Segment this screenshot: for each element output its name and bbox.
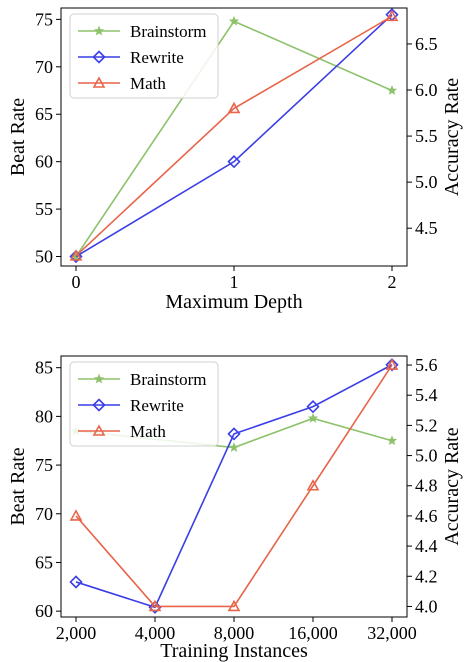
legend-label: Math (130, 422, 166, 441)
y-left-tick-label: 55 (35, 199, 53, 219)
y-right-tick-label: 6.0 (415, 80, 438, 100)
y-left-axis-label: Beat Rate (7, 98, 29, 176)
y-right-tick-label: 5.5 (415, 126, 438, 146)
y-right-tick-label: 5.0 (415, 446, 438, 466)
x-tick-label: 8,000 (214, 623, 255, 643)
y-right-tick-label: 4.4 (415, 536, 438, 556)
legend-label: Brainstorm (130, 22, 207, 41)
data-point (306, 400, 320, 414)
data-point (307, 412, 319, 423)
data-point (148, 599, 162, 612)
y-left-tick-label: 65 (35, 104, 53, 124)
series-math-1 (69, 358, 399, 612)
y-left-tick-label: 75 (35, 9, 53, 29)
legend-label: Rewrite (130, 396, 184, 415)
legend: Brainstorm Rewrite Math (69, 361, 219, 447)
legend-marker (92, 50, 106, 64)
legend-marker (93, 373, 105, 384)
legend-label: Brainstorm (130, 370, 207, 389)
legend-label: Math (130, 74, 166, 93)
data-point (69, 249, 83, 261)
y-right-tick-label: 4.8 (415, 476, 438, 496)
y-right-tick-label: 4.0 (415, 596, 438, 616)
data-point (228, 442, 240, 452)
y-left-tick-label: 60 (35, 601, 53, 621)
y-left-tick-label: 50 (35, 247, 53, 267)
x-tick-label: 16,000 (288, 623, 338, 643)
x-tick-label: 2,000 (56, 623, 97, 643)
data-point (306, 479, 320, 491)
y-right-tick-label: 6.5 (415, 34, 438, 54)
y-left-axis-label: Beat Rate (7, 447, 29, 525)
data-point (69, 509, 83, 521)
data-point (385, 358, 399, 372)
series-line (75, 14, 393, 258)
y-left-tick-label: 70 (35, 57, 53, 77)
y-left-tick-label: 75 (35, 455, 53, 475)
data-point (386, 435, 398, 446)
legend-marker (93, 25, 105, 36)
x-tick-label: 32,000 (367, 623, 417, 643)
y-left-tick-label: 70 (35, 504, 53, 524)
y-right-tick-label: 5.0 (415, 172, 438, 192)
y-left-tick-label: 85 (35, 358, 53, 378)
y-left-tick-label: 80 (35, 406, 53, 426)
x-tick-label: 1 (230, 272, 239, 292)
legend-label: Rewrite (130, 48, 184, 67)
data-point (148, 600, 162, 614)
y-right-tick-label: 4.5 (415, 218, 438, 238)
y-right-axis-label: Accuracy Rate (441, 78, 463, 196)
x-axis-label: Training Instances (160, 640, 308, 662)
x-tick-label: 4,000 (135, 623, 176, 643)
data-point (227, 599, 241, 612)
legend-marker (92, 398, 106, 412)
y-right-tick-label: 4.2 (415, 566, 438, 586)
data-point (69, 575, 83, 589)
y-right-axis-label: Accuracy Rate (441, 427, 463, 545)
y-left-tick-label: 60 (35, 152, 53, 172)
data-point (69, 249, 83, 264)
series-line (75, 364, 393, 609)
data-point (227, 427, 241, 441)
series-math-0 (69, 9, 399, 261)
legend-marker (92, 76, 106, 88)
data-point (228, 15, 240, 26)
legend: Brainstorm Rewrite Math (69, 13, 219, 99)
data-point (385, 358, 399, 370)
x-tick-label: 0 (72, 272, 81, 292)
series-rewrite-1 (69, 358, 399, 614)
legend-box (69, 361, 219, 447)
series-line (75, 364, 393, 608)
x-axis-label: Maximum Depth (165, 291, 302, 313)
y-right-tick-label: 5.4 (415, 385, 438, 405)
x-tick-label: 2 (388, 272, 397, 292)
legend-marker (92, 424, 106, 436)
data-point (385, 9, 399, 22)
data-point (227, 101, 241, 114)
y-right-tick-label: 4.6 (415, 506, 438, 526)
y-left-tick-label: 65 (35, 552, 53, 572)
y-right-tick-label: 5.2 (415, 415, 438, 435)
legend-box (69, 13, 219, 99)
y-right-tick-label: 5.6 (415, 355, 438, 375)
data-point (386, 85, 398, 95)
series-line (75, 15, 393, 257)
data-point (227, 155, 241, 169)
